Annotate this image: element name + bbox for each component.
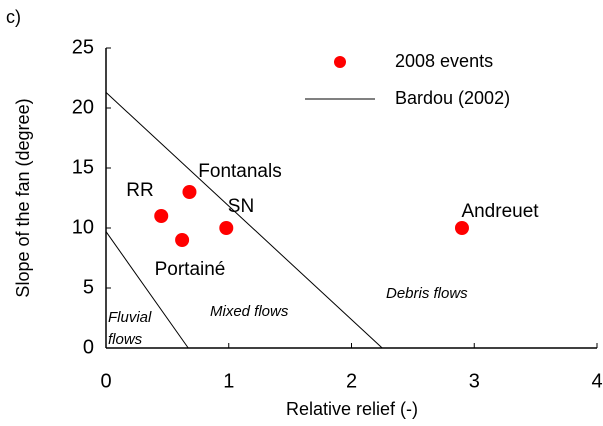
y-tick-label: 5 [83,276,94,298]
data-point [455,221,469,235]
y-tick-label: 25 [72,36,94,58]
x-tick-label: 0 [100,370,111,392]
legend-marker [334,56,346,68]
x-axis-label: Relative relief (-) [286,399,418,419]
y-tick-label: 0 [83,336,94,358]
region-label: Mixed flows [210,303,289,320]
region-label: Debris flows [386,285,468,302]
chart: c) Relative relief (-) Slope of the fan … [0,0,603,426]
x-tick-label: 2 [346,370,357,392]
y-tick-label: 15 [72,156,94,178]
point-label: Portainé [155,259,226,280]
region-label: flows [108,331,143,348]
point-label: Fontanals [198,161,281,182]
point-label: RR [126,180,153,201]
data-point [175,233,189,247]
data-point [182,185,196,199]
x-tick-label: 1 [223,370,234,392]
panel-label: c) [6,7,21,27]
y-axis-label: Slope of the fan (degree) [13,98,33,297]
data-point [154,209,168,223]
legend-label: Bardou (2002) [395,88,510,108]
region-label: Fluvial [108,309,152,326]
point-label: SN [228,196,254,217]
point-label: Andreuet [461,201,539,222]
y-tick-label: 20 [72,96,94,118]
x-tick-label: 4 [591,370,602,392]
y-tick-label: 10 [72,216,94,238]
legend-label: 2008 events [395,51,493,71]
data-point [219,221,233,235]
x-tick-label: 3 [469,370,480,392]
